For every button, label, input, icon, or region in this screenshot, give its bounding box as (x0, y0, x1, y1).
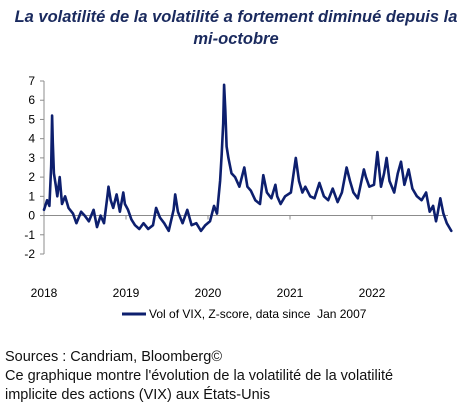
y-tick-label: 1 (28, 189, 35, 203)
y-tick-label: 0 (28, 209, 35, 223)
legend-label: Vol of VIX, Z-score, data since Jan 2007 (149, 307, 367, 321)
y-tick-label: -2 (24, 247, 35, 261)
y-tick-label: 3 (28, 151, 35, 165)
line-chart: -2 -1 0 1 2 3 4 5 6 7 2018 2019 2020 2021 2022 Vol of V… (24, 74, 453, 321)
x-tick-label: 2022 (359, 286, 386, 300)
caption-line-2: implicite des actions (VIX) aux États-Un… (5, 387, 271, 403)
x-tick-label: 2019 (113, 286, 140, 300)
caption-line-1: Ce graphique montre l'évolution de la vo… (5, 368, 394, 384)
y-tick-label: 4 (28, 132, 35, 146)
x-tick-label: 2021 (277, 286, 304, 300)
x-tick-label: 2020 (195, 286, 222, 300)
y-tick-label: 5 (28, 112, 35, 126)
y-tick-label: 7 (28, 74, 35, 88)
sources-text: Sources : Candriam, Bloomberg© (5, 349, 222, 365)
source-notes: Sources : Candriam, Bloomberg© Ce graphi… (5, 348, 393, 405)
x-tick-label: 2018 (31, 286, 58, 300)
y-tick-label: 6 (28, 93, 35, 107)
series-line-vol-of-vix (42, 83, 453, 233)
chart-title: La volatilité de la volatilité a forteme… (0, 6, 472, 50)
chart-title-line-2: mi-octobre (193, 30, 279, 48)
chart-title-line-1: La volatilité de la volatilité a forteme… (14, 8, 458, 26)
y-tick-label: 2 (28, 170, 35, 184)
y-tick-label: -1 (24, 228, 35, 242)
